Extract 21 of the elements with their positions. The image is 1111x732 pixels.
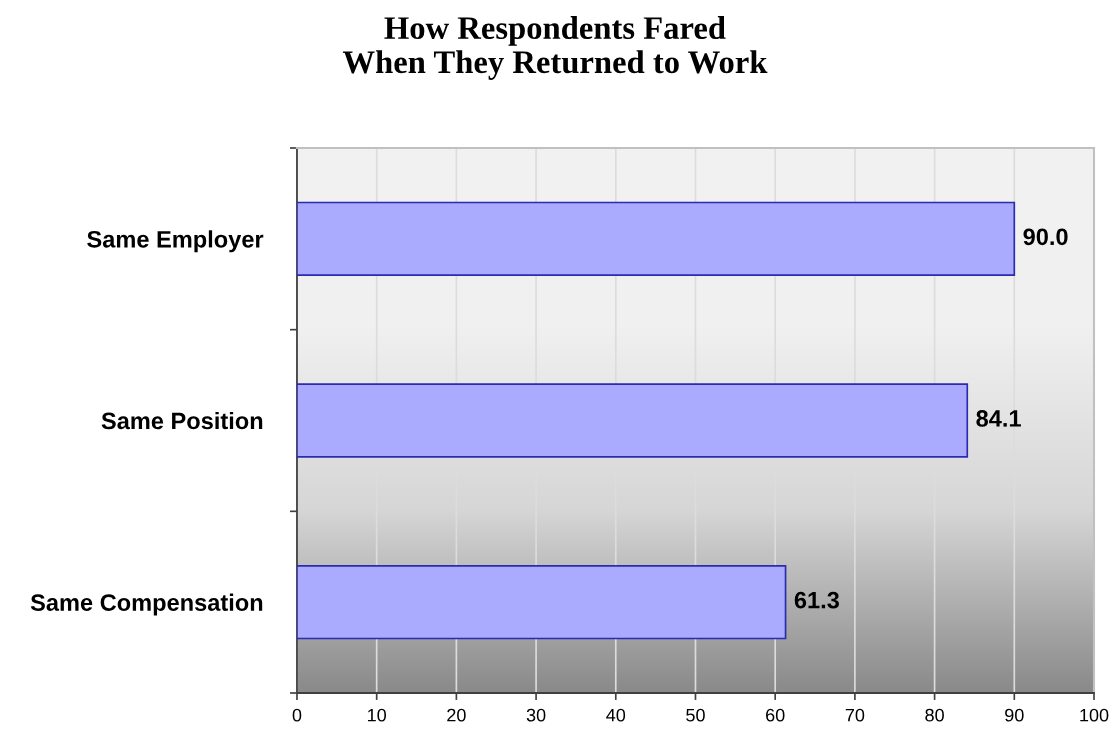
- bar: [296, 564, 787, 640]
- x-tick-label: 20: [447, 708, 466, 722]
- bar: [296, 383, 969, 458]
- x-tick-label: 90: [1005, 708, 1024, 722]
- bar: [296, 201, 1016, 277]
- x-tick-label: 70: [845, 708, 865, 722]
- x-tick-label: 50: [686, 708, 705, 722]
- chart-title: How Respondents Fared When They Returned to Work: [342, 16, 768, 80]
- x-tick-label: 10: [368, 708, 387, 722]
- y-tick-label: Same Employer: [87, 230, 264, 253]
- data-label: 90.0: [1023, 228, 1068, 246]
- data-label: 84.1: [976, 410, 1021, 427]
- x-tick-label: 60: [766, 708, 785, 722]
- x-tick-label: 30: [526, 708, 546, 722]
- x-tick-label: 80: [925, 708, 944, 722]
- x-tick-label: 100: [1080, 708, 1109, 722]
- x-tick-label: 0: [292, 708, 302, 722]
- x-tick-label: 40: [606, 708, 626, 722]
- y-tick-label: Same Position: [101, 411, 263, 430]
- data-label: 61.3: [794, 591, 839, 609]
- y-tick-label: Same Compensation: [30, 593, 263, 616]
